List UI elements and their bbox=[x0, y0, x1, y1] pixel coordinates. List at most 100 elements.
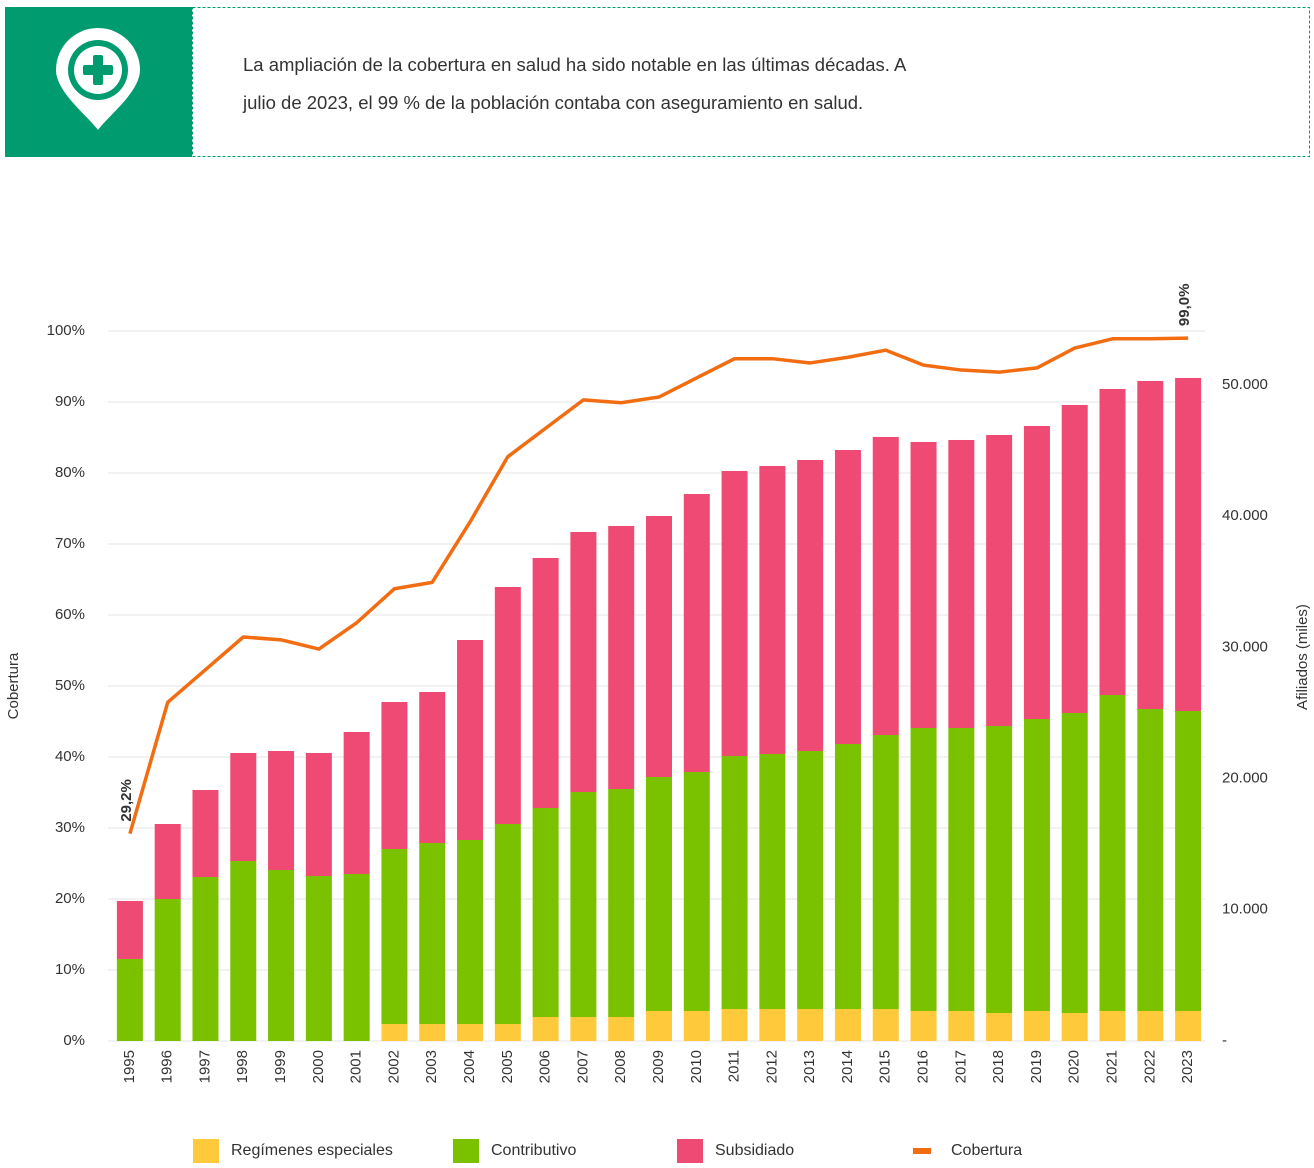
x-tick-label: 1995 bbox=[121, 1050, 138, 1083]
bar bbox=[797, 1009, 824, 1041]
x-tick-label: 2005 bbox=[499, 1050, 516, 1083]
y-axis-label: Cobertura bbox=[5, 652, 22, 719]
bar bbox=[1023, 425, 1050, 719]
bar bbox=[759, 1009, 786, 1041]
x-tick-label: 1999 bbox=[272, 1050, 289, 1083]
bar bbox=[419, 1024, 446, 1041]
y2-tick-label: 10.000 bbox=[1222, 901, 1268, 918]
bar bbox=[948, 1010, 975, 1041]
bar bbox=[570, 531, 597, 792]
bar bbox=[834, 1009, 861, 1041]
bar bbox=[872, 436, 899, 735]
bar bbox=[759, 753, 786, 1010]
y2-tick-label: 30.000 bbox=[1222, 638, 1268, 655]
bar bbox=[268, 750, 295, 870]
bar bbox=[721, 1009, 748, 1041]
x-tick-label: 2016 bbox=[915, 1050, 932, 1083]
bar bbox=[230, 752, 257, 861]
y-tick-label: 40% bbox=[55, 748, 85, 765]
y-tick-label: 30% bbox=[55, 819, 85, 836]
legend-swatch bbox=[453, 1139, 479, 1163]
bar bbox=[494, 1024, 521, 1041]
bar bbox=[986, 1012, 1013, 1041]
legend-swatch bbox=[677, 1139, 703, 1163]
bar bbox=[986, 725, 1013, 1013]
y2-tick-label: 50.000 bbox=[1222, 376, 1268, 393]
y-tick-label: 50% bbox=[55, 677, 85, 694]
bar bbox=[683, 1010, 710, 1041]
bar bbox=[608, 525, 635, 789]
bar bbox=[381, 701, 408, 849]
bar bbox=[570, 791, 597, 1017]
bar bbox=[834, 449, 861, 744]
bar bbox=[1137, 380, 1164, 709]
bar bbox=[872, 734, 899, 1010]
bar bbox=[1061, 404, 1088, 713]
legend-label: Subsidiado bbox=[715, 1142, 794, 1159]
x-tick-label: 2013 bbox=[801, 1050, 818, 1083]
x-tick-label: 2001 bbox=[348, 1050, 365, 1083]
bar bbox=[381, 848, 408, 1025]
y-tick-label: 10% bbox=[55, 961, 85, 978]
bar bbox=[872, 1009, 899, 1041]
bar bbox=[1137, 708, 1164, 1011]
y-tick-label: 60% bbox=[55, 606, 85, 623]
x-tick-label: 1997 bbox=[196, 1050, 213, 1083]
line bbox=[128, 336, 1189, 835]
bar bbox=[986, 434, 1013, 726]
bar bbox=[1023, 718, 1050, 1011]
x-tick-label: 1998 bbox=[234, 1050, 251, 1083]
bar bbox=[116, 900, 143, 959]
bar bbox=[381, 1024, 408, 1041]
bar bbox=[910, 441, 937, 728]
x-tick-label: 2010 bbox=[688, 1050, 705, 1083]
bar bbox=[457, 639, 484, 840]
bar bbox=[532, 1016, 559, 1041]
bar bbox=[797, 459, 824, 751]
x-tick-label: 2011 bbox=[726, 1050, 743, 1082]
x-tick-label: 2017 bbox=[952, 1050, 969, 1083]
bar bbox=[1175, 377, 1202, 711]
x-tick-label: 2012 bbox=[763, 1050, 780, 1083]
y-tick-label: 20% bbox=[55, 890, 85, 907]
bar bbox=[305, 752, 332, 876]
bar bbox=[570, 1016, 597, 1041]
header-icon bbox=[56, 28, 140, 130]
y2-tick-label: 20.000 bbox=[1222, 769, 1268, 786]
header-text: julio de 2023, el 99 % de la población c… bbox=[242, 92, 863, 113]
data-label: 99,0% bbox=[1176, 284, 1193, 327]
bar bbox=[154, 823, 181, 899]
y-tick-label: 90% bbox=[55, 393, 85, 410]
bar bbox=[721, 755, 748, 1010]
bar bbox=[1099, 388, 1126, 695]
bar bbox=[116, 958, 143, 1041]
legend-swatch bbox=[913, 1148, 931, 1154]
bar bbox=[1175, 1010, 1202, 1041]
bar bbox=[910, 1010, 937, 1041]
bar bbox=[305, 875, 332, 1041]
x-tick-label: 2020 bbox=[1066, 1050, 1083, 1083]
y-tick-label: 80% bbox=[55, 464, 85, 481]
bar bbox=[494, 823, 521, 1025]
x-tick-label: 2006 bbox=[537, 1050, 554, 1083]
bar bbox=[608, 788, 635, 1017]
bar bbox=[343, 873, 370, 1041]
bar bbox=[948, 439, 975, 728]
bar bbox=[1099, 1010, 1126, 1041]
legend-swatch bbox=[193, 1139, 219, 1163]
x-tick-label: 2021 bbox=[1103, 1050, 1120, 1083]
bar bbox=[419, 691, 446, 843]
y2-axis-label: Afiliados (miles) bbox=[1294, 604, 1311, 710]
y-tick-label: 100% bbox=[47, 322, 85, 339]
bar bbox=[192, 789, 219, 877]
bar bbox=[608, 1016, 635, 1041]
bar bbox=[1099, 694, 1126, 1011]
x-tick-label: 2009 bbox=[650, 1050, 667, 1083]
x-tick-label: 2002 bbox=[385, 1050, 402, 1083]
legend-label: Regímenes especiales bbox=[231, 1142, 393, 1159]
bar bbox=[230, 860, 257, 1041]
bar bbox=[1175, 710, 1202, 1011]
x-tick-label: 2015 bbox=[877, 1050, 894, 1083]
x-tick-label: 2000 bbox=[310, 1050, 327, 1083]
